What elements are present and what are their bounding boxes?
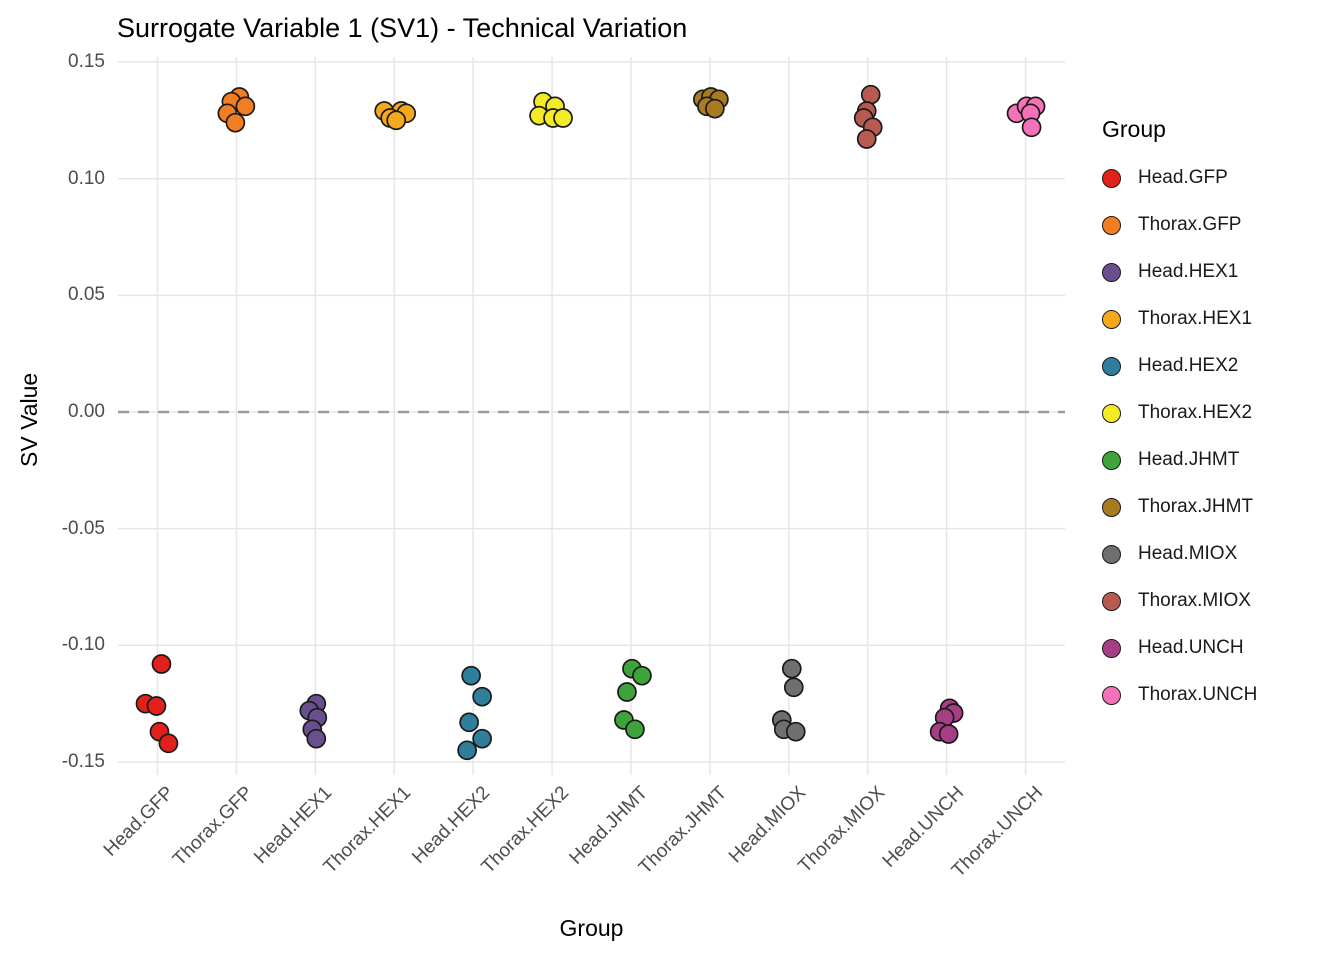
legend: Group Head.GFP Thorax.GFP Head.HEX1 Thorax.… bbox=[1102, 116, 1257, 732]
legend-swatch-icon bbox=[1102, 685, 1121, 705]
legend-item: Thorax.MIOX bbox=[1102, 590, 1257, 611]
legend-item: Thorax.HEX1 bbox=[1102, 308, 1257, 329]
legend-item-label: Head.GFP bbox=[1138, 167, 1228, 188]
legend-swatch-icon bbox=[1102, 591, 1121, 611]
legend-swatch-icon bbox=[1102, 356, 1121, 376]
y-tick-label: -0.15 bbox=[61, 751, 105, 772]
legend-item-label: Thorax.HEX1 bbox=[1138, 308, 1253, 329]
legend-swatch-icon bbox=[1102, 215, 1121, 235]
legend-item-label: Thorax.MIOX bbox=[1138, 590, 1251, 611]
legend-item: Head.MIOX bbox=[1102, 543, 1257, 564]
legend-item-label: Head.UNCH bbox=[1138, 637, 1244, 658]
legend-item: Head.HEX2 bbox=[1102, 355, 1257, 376]
data-point bbox=[617, 682, 637, 702]
legend-swatch-icon bbox=[1102, 262, 1121, 282]
legend-item: Head.JHMT bbox=[1102, 449, 1257, 470]
data-point bbox=[856, 129, 877, 149]
legend-item: Head.GFP bbox=[1102, 167, 1257, 188]
data-point bbox=[632, 665, 652, 686]
y-tick-label: -0.10 bbox=[61, 634, 105, 656]
legend-swatch-icon bbox=[1102, 309, 1121, 329]
data-point bbox=[938, 724, 959, 744]
legend-item-label: Head.MIOX bbox=[1138, 543, 1238, 564]
data-point bbox=[785, 721, 806, 742]
data-point bbox=[158, 733, 179, 754]
legend-swatch-icon bbox=[1102, 403, 1121, 423]
legend-title: Group bbox=[1102, 116, 1166, 142]
legend-items: Head.GFP Thorax.GFP Head.HEX1 Thorax.HEX1 He… bbox=[1102, 167, 1258, 705]
data-point bbox=[472, 728, 492, 749]
legend-item: Thorax.UNCH bbox=[1102, 684, 1258, 705]
data-point bbox=[472, 686, 492, 707]
y-tick-label: 0.05 bbox=[68, 284, 105, 306]
legend-item-label: Head.HEX1 bbox=[1138, 261, 1239, 282]
legend-item: Thorax.HEX2 bbox=[1102, 402, 1257, 423]
chart-title: Surrogate Variable 1 (SV1) - Technical V… bbox=[117, 13, 688, 43]
legend-item: Head.HEX1 bbox=[1102, 261, 1257, 282]
data-point bbox=[783, 677, 804, 698]
data-point bbox=[225, 112, 246, 133]
data-point bbox=[235, 96, 256, 117]
legend-item: Thorax.JHMT bbox=[1102, 496, 1257, 517]
legend-item-label: Thorax.HEX2 bbox=[1138, 402, 1253, 423]
legend-item: Thorax.GFP bbox=[1102, 214, 1257, 235]
data-point bbox=[457, 740, 477, 761]
y-tick-label: 0.10 bbox=[68, 167, 105, 189]
data-point bbox=[461, 665, 481, 686]
y-tick-label: 0.15 bbox=[68, 51, 105, 72]
data-point bbox=[151, 654, 172, 674]
data-point bbox=[705, 98, 725, 119]
legend-swatch-icon bbox=[1102, 450, 1121, 470]
legend-item-label: Thorax.UNCH bbox=[1138, 684, 1258, 705]
legend-swatch-icon bbox=[1102, 638, 1121, 658]
data-point bbox=[625, 719, 645, 740]
legend-swatch-icon bbox=[1102, 497, 1121, 517]
legend-item-label: Head.HEX2 bbox=[1138, 355, 1239, 376]
data-point bbox=[386, 110, 407, 131]
legend-swatch-icon bbox=[1102, 544, 1121, 564]
legend-item-label: Head.JHMT bbox=[1138, 449, 1240, 470]
x-axis-title: Group bbox=[559, 915, 624, 941]
data-point bbox=[306, 728, 327, 749]
data-point bbox=[781, 658, 802, 679]
legend-item-label: Thorax.JHMT bbox=[1138, 496, 1254, 517]
y-tick-label: 0.00 bbox=[68, 401, 105, 422]
data-point bbox=[146, 696, 167, 716]
legend-swatch-icon bbox=[1102, 168, 1121, 188]
legend-item: Head.UNCH bbox=[1102, 637, 1257, 658]
data-point bbox=[553, 108, 573, 128]
data-point bbox=[860, 84, 881, 105]
data-point bbox=[1021, 117, 1042, 138]
data-point bbox=[459, 712, 479, 733]
plot-panel bbox=[118, 57, 1065, 775]
y-tick-label: -0.05 bbox=[61, 517, 105, 539]
legend-item-label: Thorax.GFP bbox=[1138, 214, 1242, 235]
